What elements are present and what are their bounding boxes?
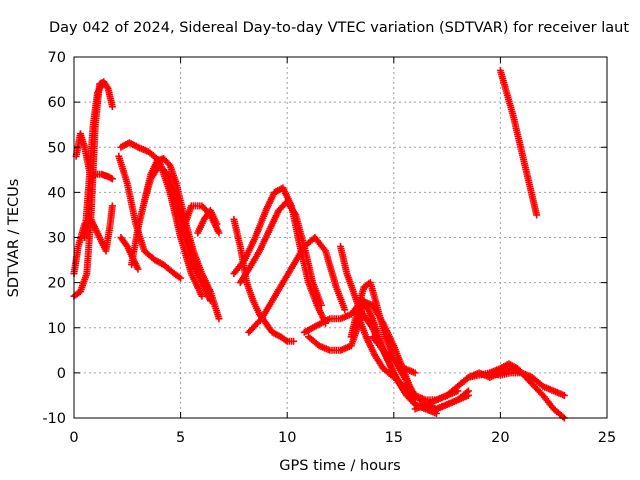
x-axis-label: GPS time / hours	[279, 458, 400, 474]
data-point-markers	[236, 197, 325, 309]
y-tick-label: 0	[57, 366, 66, 382]
series-sat-11	[194, 206, 221, 237]
y-tick-label: 40	[48, 185, 66, 201]
series-sat-04	[81, 80, 106, 241]
series-sat-25	[496, 67, 541, 219]
x-tick-label: 5	[176, 430, 185, 446]
data-point-markers	[117, 234, 142, 273]
x-tick-label: 20	[491, 430, 509, 446]
y-tick-label: 60	[48, 95, 66, 111]
series-sat-15	[245, 234, 349, 336]
y-tick-label: 70	[48, 50, 66, 66]
series-sat-09	[117, 234, 142, 273]
data-point-markers	[486, 360, 568, 422]
x-tick-label: 10	[278, 430, 296, 446]
series-sat-24	[486, 360, 568, 422]
y-tick-label: 50	[48, 140, 66, 156]
x-tick-label: 15	[385, 430, 403, 446]
y-tick-label: 20	[48, 276, 66, 292]
chart-title: Day 042 of 2024, Sidereal Day-to-day VTE…	[49, 20, 629, 36]
x-tick-label: 0	[69, 430, 78, 446]
data-point-markers	[496, 67, 541, 219]
data-points	[70, 67, 568, 422]
y-tick-label: 10	[48, 321, 66, 337]
series-sat-21	[369, 333, 419, 377]
plot-border	[73, 56, 608, 419]
data-point-markers	[194, 206, 221, 237]
data-point-markers	[245, 234, 349, 336]
x-tick-label: 25	[598, 430, 616, 446]
data-point-markers	[369, 333, 419, 377]
series-sat-14	[236, 197, 325, 309]
y-axis-label: SDTVAR / TECUs	[6, 179, 22, 298]
y-tick-label: -10	[42, 411, 66, 427]
grid-lines	[74, 57, 607, 418]
data-point-markers	[81, 80, 106, 241]
y-tick-label: 30	[48, 231, 66, 247]
